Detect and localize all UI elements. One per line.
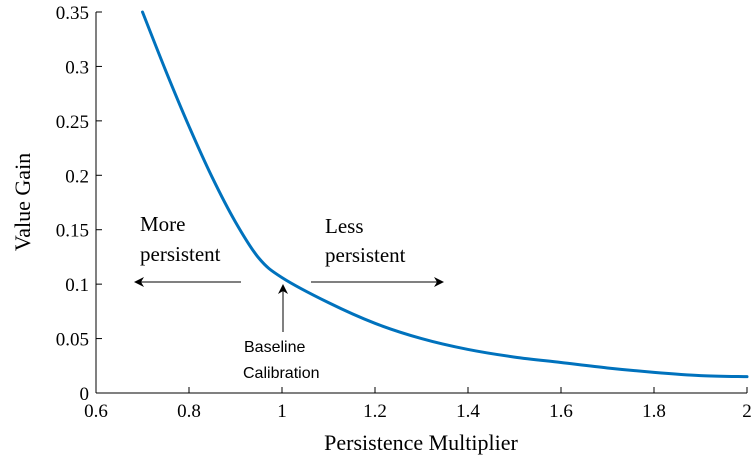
annotation-persistent-left: persistent [140, 242, 221, 266]
x-tick-label: 2 [742, 401, 752, 422]
annotation-more: More [140, 212, 186, 236]
x-tick-label: 1.6 [549, 401, 573, 422]
y-tick-label: 0.35 [56, 3, 89, 24]
x-axis-title: Persistence Multiplier [324, 430, 518, 455]
y-tick-label: 0 [80, 384, 90, 405]
annotation-calibration: Calibration [243, 365, 319, 382]
plot-area [96, 12, 747, 393]
y-tick-label: 0.05 [56, 330, 89, 351]
y-tick-label: 0.2 [65, 166, 89, 187]
x-tick-label: 0.8 [177, 401, 201, 422]
annotation-persistent-right: persistent [325, 243, 406, 267]
x-tick-label: 0.6 [84, 401, 108, 422]
y-axis-title: Value Gain [10, 153, 35, 251]
annotation-less: Less [325, 214, 364, 238]
tick-labels: 0.6 0.8 1 1.2 1.4 1.6 1.8 2 0 0.05 0.1 0.15 0.2 0.25 0… [56, 3, 752, 422]
axis-ticks [95, 11, 748, 394]
y-tick-label: 0.25 [56, 112, 89, 133]
y-tick-label: 0.1 [65, 275, 89, 296]
x-tick-label: 1 [277, 401, 287, 422]
series-line [141, 10, 749, 379]
annotation-baseline: Baseline [244, 339, 305, 356]
x-tick-label: 1.2 [363, 401, 387, 422]
x-tick-label: 1.8 [642, 401, 666, 422]
x-tick-label: 1.4 [456, 401, 480, 422]
y-tick-label: 0.15 [56, 221, 89, 242]
y-tick-label: 0.3 [65, 57, 89, 78]
